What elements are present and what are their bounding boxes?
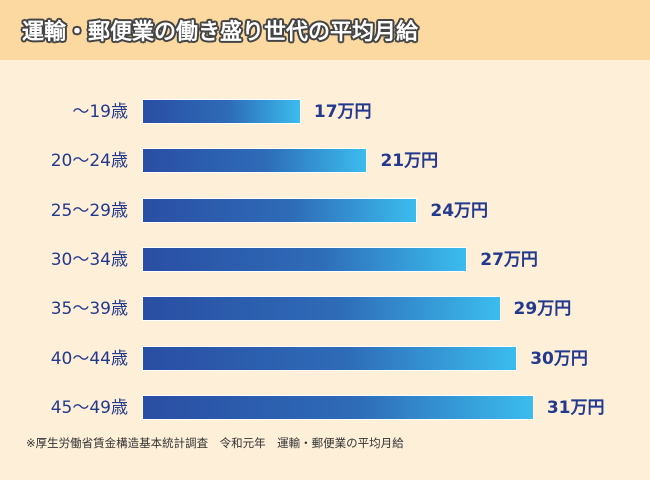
bar <box>142 246 468 272</box>
chart-title: 運輸・郵便業の働き盛り世代の平均月給 <box>22 20 419 45</box>
title-band: 運輸・郵便業の働き盛り世代の平均月給 <box>0 0 650 60</box>
bar <box>142 345 518 371</box>
category-label: 〜19歳 <box>72 102 128 122</box>
category-label: 45〜49歳 <box>50 397 128 418</box>
value-label: 21万円 <box>380 151 439 172</box>
category-label: 35〜39歳 <box>50 299 128 320</box>
bar <box>142 99 301 124</box>
category-label: 20〜24歳 <box>50 151 128 172</box>
bar <box>142 394 534 420</box>
source-footnote: ※厚生労働省賃金構造基本統計調査 令和元年 運輸・郵便業の平均月給 <box>26 436 404 450</box>
value-label: 29万円 <box>513 299 572 320</box>
bar <box>142 197 418 223</box>
value-label: 24万円 <box>430 200 489 221</box>
value-label: 17万円 <box>313 102 372 122</box>
bar <box>142 148 368 174</box>
category-label: 25〜29歳 <box>50 200 128 221</box>
value-label: 31万円 <box>546 397 605 418</box>
category-label: 30〜34歳 <box>50 249 128 270</box>
category-label: 40〜44歳 <box>50 348 128 369</box>
value-label: 30万円 <box>530 348 588 369</box>
value-label: 27万円 <box>480 249 538 270</box>
bar <box>142 296 501 322</box>
